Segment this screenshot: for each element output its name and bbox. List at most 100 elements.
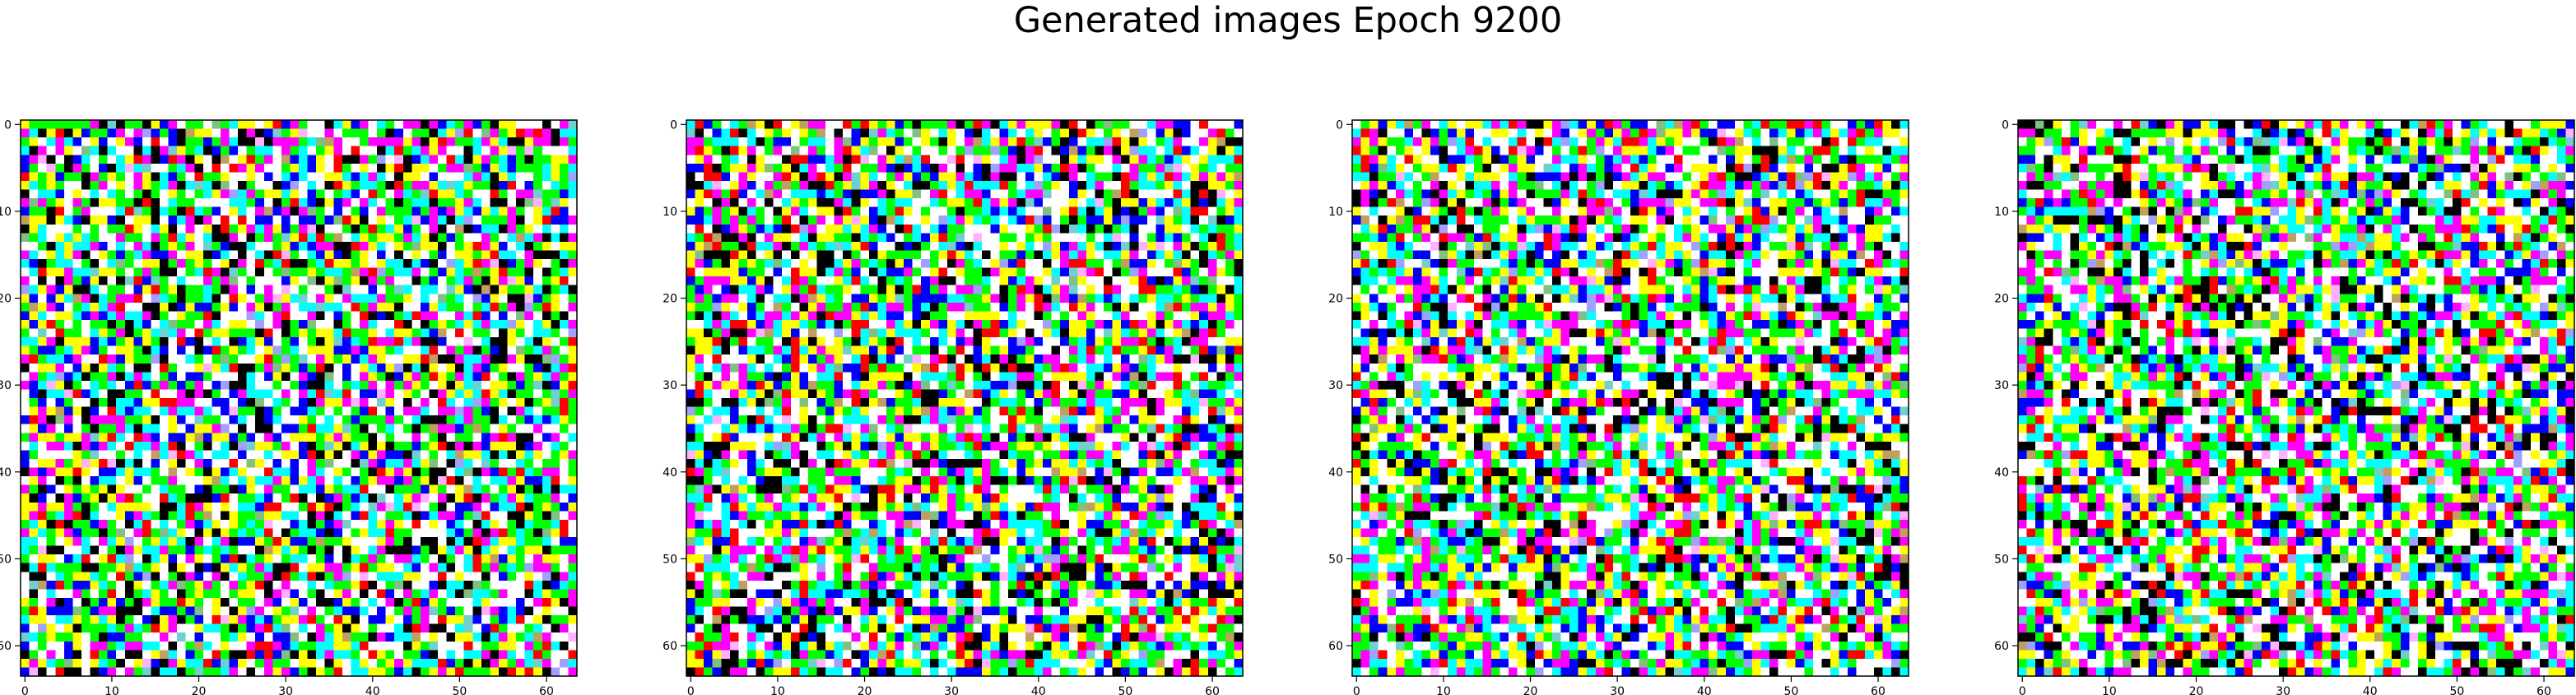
image-pixel	[325, 225, 334, 234]
image-pixel	[835, 190, 844, 199]
image-pixel	[377, 381, 386, 390]
image-pixel	[982, 155, 991, 164]
image-pixel	[299, 415, 308, 424]
image-pixel	[91, 650, 100, 659]
image-pixel	[403, 450, 412, 459]
image-pixel	[516, 433, 525, 442]
image-pixel	[542, 381, 551, 390]
image-pixel	[203, 415, 212, 424]
image-pixel	[281, 207, 291, 216]
image-pixel	[221, 389, 230, 398]
image-pixel	[272, 450, 281, 459]
image-pixel	[81, 615, 91, 624]
image-pixel	[108, 546, 117, 555]
image-pixel	[133, 120, 142, 129]
image-pixel	[55, 381, 64, 390]
image-pixel	[956, 198, 965, 207]
image-pixel	[1199, 137, 1208, 146]
image-pixel	[238, 433, 247, 442]
image-pixel	[81, 354, 91, 364]
image-pixel	[455, 155, 464, 164]
image-pixel	[308, 468, 317, 477]
image-pixel	[499, 450, 508, 459]
image-pixel	[508, 511, 517, 520]
image-pixels	[686, 120, 1244, 677]
image-pixel	[325, 381, 334, 390]
image-pixel	[38, 632, 47, 642]
image-pixel	[455, 389, 464, 398]
image-pixel	[290, 554, 299, 563]
image-pixel	[203, 242, 212, 251]
image-pixel	[686, 215, 695, 225]
image-pixel	[1165, 120, 1174, 129]
image-pixel	[895, 120, 904, 129]
image-pixel	[99, 659, 108, 668]
image-pixel	[360, 667, 369, 676]
image-pixel	[177, 581, 186, 590]
image-pixel	[308, 650, 317, 659]
image-pixel	[55, 294, 64, 303]
image-pixel	[108, 329, 117, 338]
image-pixel	[499, 198, 508, 207]
image-pixel	[895, 233, 904, 242]
image-pixel	[169, 598, 178, 607]
image-pixel	[333, 381, 342, 390]
image-pixel	[464, 129, 473, 138]
image-pixel	[91, 415, 100, 424]
image-pixel	[99, 155, 108, 164]
image-pixel	[472, 242, 481, 251]
image-pixel	[264, 207, 273, 216]
image-pixel	[351, 563, 360, 572]
image-pixel	[151, 172, 160, 181]
image-pixel	[351, 459, 360, 468]
image-pixel	[55, 137, 64, 146]
image-pixel	[247, 442, 256, 451]
image-pixel	[568, 598, 577, 607]
image-pixel	[99, 546, 108, 555]
image-pixel	[38, 311, 47, 320]
image-pixel	[169, 259, 178, 268]
image-pixel	[516, 233, 525, 242]
image-pixel	[281, 563, 291, 572]
image-pixel	[921, 225, 930, 234]
image-pixel	[81, 303, 91, 312]
image-pixel	[281, 172, 291, 181]
image-pixel	[221, 225, 230, 234]
image-pixel	[221, 528, 230, 537]
image-pixel	[30, 572, 39, 581]
image-pixel	[230, 190, 239, 199]
image-pixel	[360, 407, 369, 416]
image-pixel	[290, 581, 299, 590]
image-pixel	[895, 164, 904, 173]
image-pixel	[108, 659, 117, 668]
image-pixel	[203, 172, 212, 181]
image-pixel	[386, 164, 395, 173]
image-pixel	[499, 424, 508, 433]
image-pixel	[351, 207, 360, 216]
image-pixel	[64, 459, 73, 468]
image-pixel	[351, 450, 360, 459]
image-pixel	[843, 233, 852, 242]
image-pixel	[438, 407, 447, 416]
image-pixel	[272, 320, 281, 329]
image-pixel	[412, 207, 421, 216]
image-pixel	[525, 554, 534, 563]
image-pixel	[342, 320, 351, 329]
image-pixel	[21, 563, 30, 572]
image-pixel	[203, 233, 212, 242]
image-pixel	[194, 354, 203, 364]
image-pixel	[447, 294, 456, 303]
image-pixel	[551, 190, 560, 199]
image-pixel	[1147, 137, 1156, 146]
image-pixel	[151, 137, 160, 146]
image-pixel	[1077, 172, 1086, 181]
image-pixel	[30, 276, 39, 285]
image-pixel	[308, 528, 317, 537]
image-pixel	[221, 337, 230, 346]
image-pixel	[713, 190, 722, 199]
image-pixel	[142, 190, 151, 199]
image-pixel	[177, 563, 186, 572]
image-pixel	[747, 190, 756, 199]
image-pixel	[194, 528, 203, 537]
image-pixel	[568, 146, 577, 155]
